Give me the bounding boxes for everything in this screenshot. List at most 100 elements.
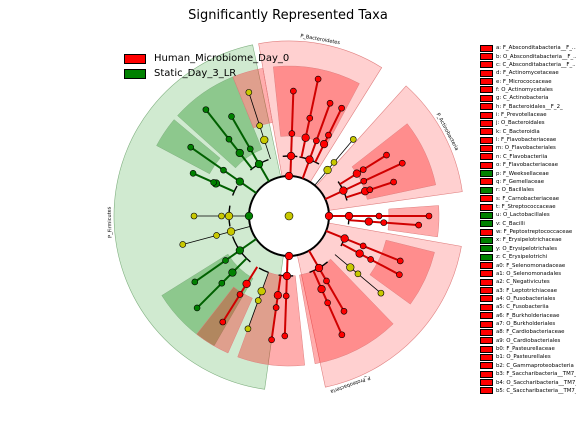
taxon-node (228, 268, 237, 277)
taxon-node (210, 179, 217, 186)
taxon-node (284, 251, 294, 261)
taxa-key-swatch (480, 94, 493, 102)
taxon-node (319, 139, 329, 149)
taxa-key-item: s: F_Carnobacteriaceae (480, 194, 576, 203)
taxa-key-label: b4: O_Saccharibacteria__TM7_ (496, 379, 576, 386)
taxa-key-item: z: C_Erysipelotrichi (480, 253, 576, 261)
taxon-node (245, 89, 253, 96)
taxa-key-swatch (480, 362, 493, 370)
taxon-node (236, 291, 244, 298)
taxon-node (225, 135, 233, 143)
taxon-node (344, 211, 354, 221)
taxa-key-item: a7: O_Burkholderiales (480, 320, 576, 328)
taxa-key-swatch (480, 211, 493, 219)
taxa-key-label: b5: C_Saccharibacteria__TM7_ (496, 387, 576, 394)
taxon-node (340, 307, 348, 315)
legend-entry: Human_Microbiome_Day_0 (124, 51, 289, 66)
taxa-key-label: l: F_Flavobacteriaceae (496, 137, 557, 144)
taxon-node (222, 257, 229, 264)
taxon-node (314, 263, 324, 273)
taxa-key-label: j: O_Bacteroidales (496, 120, 545, 127)
taxa-key-label: y: O_Erysipelotrichales (496, 245, 558, 252)
taxon-node (288, 130, 296, 137)
taxa-key-item: v: C_Bacilli (480, 220, 576, 228)
taxa-key-swatch (480, 253, 493, 261)
taxon-node (377, 289, 385, 297)
taxon-node (191, 278, 199, 286)
taxon-node (256, 122, 263, 129)
taxa-key-label: a8: F_Cardiobacteriaceae (496, 329, 565, 336)
taxon-node (284, 211, 294, 221)
taxon-node (380, 219, 388, 226)
taxa-key-swatch (480, 370, 493, 378)
legend-label: Human_Microbiome_Day_0 (154, 53, 290, 64)
taxon-node (218, 212, 225, 220)
taxa-key-item: c: C_Absconditabacteria__F_... (480, 61, 576, 69)
taxon-node (359, 166, 367, 173)
legend-entry: Static_Day_3_LR (124, 66, 289, 81)
taxon-node (281, 332, 289, 340)
taxon-node (282, 292, 290, 300)
taxon-node (254, 159, 264, 169)
taxon-node (228, 113, 235, 120)
taxon-node (224, 211, 234, 221)
taxa-key-item: f: O_Actinomycetales (480, 86, 576, 94)
taxa-key-label: f: O_Actinomycetales (496, 86, 553, 93)
taxa-key-label: a0: F_Selenomonadaceae (496, 262, 566, 269)
taxon-node (305, 155, 314, 164)
taxon-node (218, 279, 226, 287)
legend-swatch (124, 53, 146, 64)
taxa-key-swatch (480, 170, 493, 178)
taxa-key-item: b1: O_Pasteurellales (480, 353, 576, 361)
taxa-key-item: u: O_Lactobacillales (480, 211, 576, 219)
taxon-node (260, 135, 269, 145)
taxon-node (282, 271, 292, 281)
taxa-key-label: a9: O_Cardiobacteriales (496, 337, 561, 344)
taxa-key-label: o: F_Flavobacteriaceae (496, 162, 559, 169)
taxa-key-swatch (480, 303, 493, 311)
taxon-node (254, 297, 262, 304)
taxa-key-item: g: C_Actinobacteria (480, 94, 576, 102)
figure-title: Significantly Represented Taxa (188, 8, 388, 23)
taxon-node (202, 106, 210, 113)
taxa-key-swatch (480, 136, 493, 144)
taxa-key-item: a0: F_Selenomonadaceae (480, 261, 576, 270)
taxon-node (364, 217, 373, 226)
taxon-node (235, 246, 244, 255)
taxa-key-item: a8: F_Cardiobacteriaceae (480, 328, 576, 336)
taxa-key-label: t: F_Streptococcaceae (496, 204, 556, 210)
taxa-key-swatch (480, 287, 493, 295)
taxa-key-swatch (480, 262, 493, 270)
taxon-node (375, 212, 383, 220)
taxa-key-label: b3: F_Saccharibacteria__TM7_ (496, 371, 576, 378)
taxa-key-swatch (480, 312, 493, 320)
legend-swatch (124, 68, 146, 79)
taxa-key-swatch (480, 103, 493, 111)
taxa-key-swatch (480, 186, 493, 194)
taxon-node (190, 212, 198, 220)
taxa-key-label: z: C_Erysipelotrichi (496, 254, 548, 261)
taxon-node (349, 136, 357, 143)
taxa-key-swatch (480, 86, 493, 94)
taxon-node (330, 159, 338, 166)
taxa-key-label: a4: O_Fusobacteriales (496, 295, 556, 302)
taxa-key-item: a6: F_Burkholderiaceae (480, 312, 576, 320)
subclade-highlight (387, 205, 440, 238)
taxa-key-swatch (480, 161, 493, 169)
taxon-node (244, 211, 254, 221)
taxa-key-swatch (480, 353, 493, 361)
taxa-key-item: p: F_Weeksellaceae (480, 169, 576, 178)
taxa-key-item: a4: O_Fusobacteriales (480, 295, 576, 303)
taxa-key-item: b5: C_Saccharibacteria__TM7_ (480, 387, 576, 395)
taxon-node (326, 99, 334, 107)
taxa-key-label: v: C_Bacilli (496, 220, 525, 227)
taxa-key-swatch (480, 320, 493, 328)
taxa-key-item: y: O_Erysipelotrichales (480, 245, 576, 253)
taxon-node (226, 227, 236, 236)
taxon-node (179, 241, 187, 248)
taxa-key-swatch (480, 345, 493, 353)
taxon-node (273, 291, 282, 300)
taxon-node (268, 336, 275, 344)
taxon-node (323, 165, 332, 175)
taxa-key-swatch (480, 178, 493, 186)
